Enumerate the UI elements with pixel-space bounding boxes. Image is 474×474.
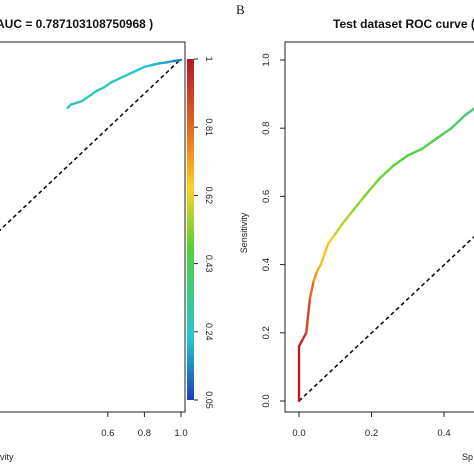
right-roc-segment xyxy=(406,147,424,157)
right-x-ticks: 0.0 0.2 0.4 xyxy=(292,412,451,439)
right-roc-segment xyxy=(312,270,319,283)
right-roc-segment xyxy=(334,222,344,236)
right-y-tick-label: 0.4 xyxy=(261,258,272,271)
left-roc-segment xyxy=(143,63,153,69)
left-roc-segment xyxy=(172,58,183,63)
panel-label-b: B xyxy=(236,2,245,17)
roc-panel-right: B Test dataset ROC curve ( 0.0 0.2 0.4 0.0… xyxy=(236,2,474,462)
colorbar-tick-label: 0.62 xyxy=(204,187,214,205)
right-roc-segment xyxy=(308,280,315,300)
right-roc-curve xyxy=(297,107,474,403)
right-roc-segment xyxy=(326,232,337,246)
right-y-tick-label: 1.0 xyxy=(261,53,272,66)
right-x-tick-label: 0.2 xyxy=(365,428,378,439)
left-roc-segment xyxy=(132,67,142,74)
colorbar-tick-label: 0.24 xyxy=(204,323,214,341)
left-roc-segment xyxy=(102,80,113,89)
right-x-tick-label: 0.0 xyxy=(292,428,305,439)
right-plot-frame xyxy=(284,41,474,413)
left-plot-frame xyxy=(0,41,186,413)
right-roc-segment xyxy=(450,113,467,130)
right-roc-segment xyxy=(301,331,308,341)
colorbar xyxy=(187,59,194,400)
colorbar-ticks: 1 0.81 0.62 0.43 0.24 0.05 xyxy=(194,56,214,409)
left-x-tick-label: 1.0 xyxy=(174,428,187,439)
left-roc-segment xyxy=(157,61,168,65)
right-y-tick-label: 0.2 xyxy=(261,326,272,339)
roc-panel-left: AUC = 0.787103108750968 ) 0.6 0.8 1.0 ivit… xyxy=(0,17,214,462)
colorbar-tick-label: 0.81 xyxy=(204,118,214,136)
colorbar-tick-label: 1 xyxy=(204,56,214,61)
right-roc-segment xyxy=(421,137,438,150)
right-y-axis-label: Sensitivity xyxy=(239,212,249,253)
right-roc-segment xyxy=(435,126,453,140)
colorbar-tick-label: 0.43 xyxy=(204,255,214,273)
left-roc-segment xyxy=(165,59,175,64)
right-roc-segment xyxy=(297,338,304,348)
left-roc-segment xyxy=(124,70,135,77)
colorbar-tick-label: 0.05 xyxy=(204,391,214,409)
left-roc-curve xyxy=(66,58,183,110)
left-x-ticks: 0.6 0.8 1.0 xyxy=(101,412,188,439)
left-reference-diagonal xyxy=(0,58,182,232)
left-roc-segment xyxy=(88,89,99,98)
right-x-axis-label: Sp xyxy=(462,452,473,462)
right-y-tick-label: 0.8 xyxy=(261,122,272,135)
left-roc-segment xyxy=(80,94,91,103)
right-x-tick-label: 0.4 xyxy=(437,428,450,439)
right-roc-segment xyxy=(377,164,395,181)
left-x-tick-label: 0.8 xyxy=(138,428,151,439)
right-roc-segment xyxy=(305,297,312,334)
right-roc-segment xyxy=(341,208,355,225)
left-x-axis-label: ivity xyxy=(0,452,14,462)
left-roc-segment xyxy=(110,77,121,84)
right-roc-segment xyxy=(363,178,380,198)
right-roc-segment xyxy=(319,242,330,266)
left-roc-segment xyxy=(95,86,106,93)
right-roc-segment xyxy=(352,195,366,212)
right-reference-diagonal xyxy=(298,235,474,402)
left-x-tick-label: 0.6 xyxy=(101,428,114,439)
left-roc-segment xyxy=(117,74,128,81)
right-chart-title: Test dataset ROC curve ( xyxy=(333,17,474,31)
left-roc-segment xyxy=(150,62,161,67)
right-y-tick-label: 0.6 xyxy=(261,190,272,203)
right-roc-segment xyxy=(464,107,474,116)
right-roc-segment xyxy=(392,154,409,167)
right-roc-segment xyxy=(315,263,322,273)
left-chart-title: AUC = 0.787103108750968 ) xyxy=(0,17,153,31)
right-y-tick-label: 0.0 xyxy=(261,394,272,407)
right-y-ticks: 0.0 0.2 0.4 0.6 0.8 1.0 xyxy=(261,53,285,408)
